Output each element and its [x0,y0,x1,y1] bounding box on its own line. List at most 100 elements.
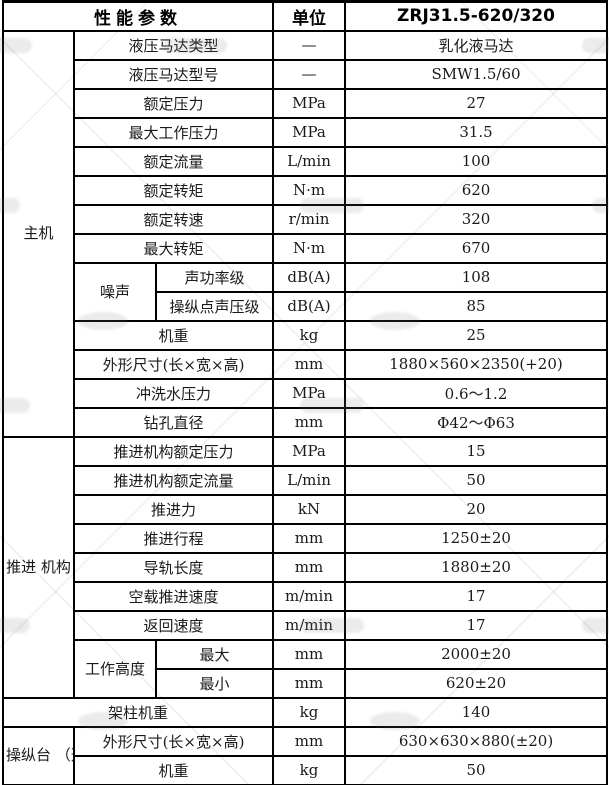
param-cell: 最大 [154,638,275,670]
table-row: 最大工作压力 MPa 31.5 [3,116,609,148]
unit-cell: mm [272,551,347,583]
table-row: 机重 kg 25 [3,319,609,351]
value-cell: 620 [344,174,609,206]
subgroup-cell-work-height: 工作高度 [73,638,157,699]
table-row: 冲洗水压力 MPa 0.6～1.2 [3,377,609,409]
table-row: 主机 液压马达类型 — 乳化液马达 [2,29,609,438]
group-cell-console: 操纵台 （选配） [2,725,75,785]
value-cell: 630×630×880(±20) [344,725,609,757]
table-row: 最小 mm 620±20 [3,667,609,699]
value-cell: 2000±20 [344,638,609,670]
table-row: 额定转矩 N·m 620 [3,174,609,206]
unit-cell: r/min [272,203,347,235]
param-cell: 空载推进速度 [72,580,275,612]
unit-cell: mm [272,667,347,699]
unit-cell: L/min [272,464,347,496]
table-row: 噪声 声功率级 dB(A) 108 [3,261,609,322]
value-cell: 1250±20 [344,522,609,554]
param-cell: 导轨长度 [72,551,275,583]
param-cell: 机重 [72,319,275,351]
value-cell: 27 [344,87,609,119]
unit-cell: MPa [272,116,347,148]
unit-cell: MPa [272,435,347,467]
unit-cell: — [272,58,347,90]
param-cell: 架柱机重 [1,696,275,728]
unit-cell: dB(A) [272,290,347,322]
table-row: 推进力 kN 20 [3,493,609,525]
param-cell: 额定转矩 [72,174,275,206]
param-cell: 冲洗水压力 [72,377,275,409]
param-cell: 操纵点声压级 [154,290,275,322]
unit-cell: L/min [272,145,347,177]
header-unit: 单位 [272,0,347,32]
table-row: 钻孔直径 mm Φ42～Φ63 [3,406,609,438]
unit-cell: — [272,29,347,61]
value-cell: 85 [344,290,609,322]
param-cell: 最大工作压力 [72,116,275,148]
param-cell: 额定转速 [72,203,275,235]
value-cell: Φ42～Φ63 [344,406,609,438]
value-cell: 31.5 [344,116,609,148]
value-cell: 20 [344,493,609,525]
param-cell: 额定压力 [72,87,275,119]
unit-cell: N·m [272,232,347,264]
param-cell: 机重 [72,754,275,785]
unit-cell: kg [272,754,347,785]
param-cell: 返回速度 [72,609,275,641]
unit-cell: kN [272,493,347,525]
unit-cell: MPa [272,377,347,409]
table-row: 最大转矩 N·m 670 [3,232,609,264]
header-model: ZRJ31.5-620/320 [344,0,609,32]
value-cell: SMW1.5/60 [344,58,609,90]
unit-cell: mm [272,348,347,380]
value-cell: 100 [344,145,609,177]
param-cell: 钻孔直径 [72,406,275,438]
param-cell: 最大转矩 [72,232,275,264]
value-cell: 50 [344,754,609,785]
group-cell-feed: 推进 机构 [2,435,75,699]
value-cell: 50 [344,464,609,496]
unit-cell: mm [272,638,347,670]
header-row: 性能参数 单位 ZRJ31.5-620/320 [1,0,609,32]
table-row: 机重 kg 50 [3,754,609,785]
table-row: 推进 机构 推进机构额定压力 MPa 15 [2,435,609,699]
unit-cell: dB(A) [272,261,347,293]
value-cell: 15 [344,435,609,467]
value-cell: 140 [344,696,609,728]
table-row: 额定压力 MPa 27 [3,87,609,119]
unit-cell: m/min [272,609,347,641]
value-cell: 1880×560×2350(+20) [344,348,609,380]
param-cell: 声功率级 [154,261,275,293]
unit-cell: kg [272,319,347,351]
table-row: 液压马达型号 — SMW1.5/60 [3,58,609,90]
unit-cell: m/min [272,580,347,612]
param-cell: 额定流量 [72,145,275,177]
value-cell: 320 [344,203,609,235]
table-row: 操纵点声压级 dB(A) 85 [3,290,609,322]
table-row: 外形尺寸(长×宽×高) mm 1880×560×2350(+20) [3,348,609,380]
value-cell: 670 [344,232,609,264]
param-cell: 最小 [154,667,275,699]
value-cell: 乳化液马达 [344,29,609,61]
unit-cell: mm [272,522,347,554]
param-cell: 推进机构额定压力 [72,435,275,467]
value-cell: 17 [344,580,609,612]
value-cell: 0.6～1.2 [344,377,609,409]
unit-cell: mm [272,725,347,757]
table-row: 导轨长度 mm 1880±20 [3,551,609,583]
group-cell-main: 主机 [2,29,75,438]
value-cell: 1880±20 [344,551,609,583]
table-row: 返回速度 m/min 17 [3,609,609,641]
value-cell: 620±20 [344,667,609,699]
table-row: 推进机构额定流量 L/min 50 [3,464,609,496]
table-row: 额定转速 r/min 320 [3,203,609,235]
param-cell: 推进行程 [72,522,275,554]
value-cell: 25 [344,319,609,351]
unit-cell: MPa [272,87,347,119]
unit-cell: kg [272,696,347,728]
value-cell: 17 [344,609,609,641]
unit-cell: N·m [272,174,347,206]
table-row: 操纵台 （选配） 外形尺寸(长×宽×高) mm 630×630×880(±20) [2,725,609,785]
